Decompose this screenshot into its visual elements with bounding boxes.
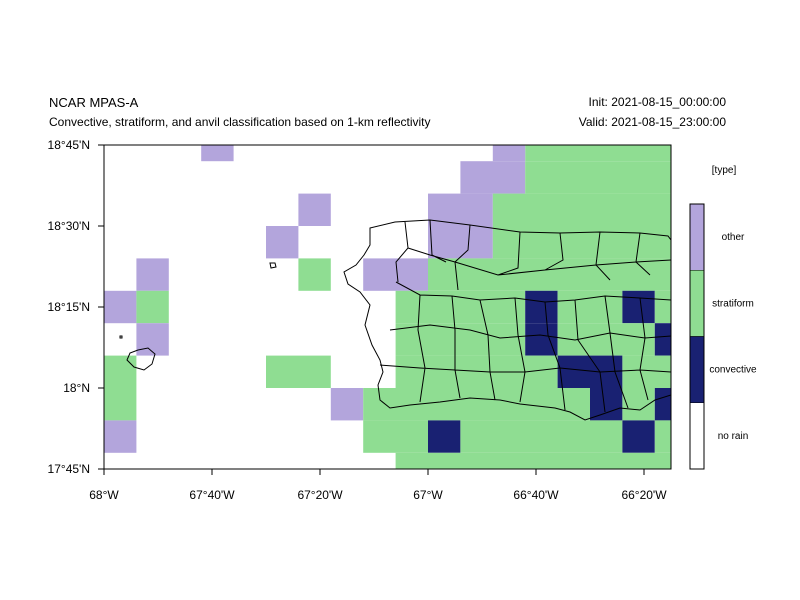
cell-other — [363, 258, 428, 291]
cell-convective — [590, 388, 623, 421]
x-tick-label: 68°W — [89, 488, 119, 502]
cell-stratiform — [363, 388, 590, 421]
cell-stratiform — [654, 290, 671, 324]
cell-convective — [525, 323, 558, 356]
map-subtitle: Convective, stratiform, and anvil classi… — [49, 115, 431, 129]
cell-other — [266, 226, 299, 259]
cell-other — [298, 193, 331, 226]
legend: [type] other stratiform convective no rain — [689, 165, 757, 470]
model-title: NCAR MPAS-A — [49, 95, 139, 110]
legend-swatch-other — [689, 203, 705, 271]
init-time: Init: 2021-08-15_00:00:00 — [588, 95, 726, 109]
islet-outline — [119, 335, 123, 339]
cell-convective — [622, 420, 655, 453]
cell-other — [460, 161, 526, 194]
cell-other — [104, 290, 137, 324]
cell-stratiform — [622, 388, 655, 421]
cell-stratiform — [492, 226, 671, 259]
cell-stratiform — [104, 355, 137, 388]
y-tick-label: 18°30'N — [48, 219, 90, 233]
x-tick-label: 67°20'W — [297, 488, 343, 502]
legend-swatch-no_rain — [689, 402, 705, 470]
y-tick-label: 18°15'N — [48, 300, 90, 314]
cell-other — [104, 420, 137, 453]
legend-label-no_rain: no rain — [718, 431, 749, 442]
cell-stratiform — [395, 323, 526, 356]
legend-label-other: other — [722, 232, 745, 243]
cell-convective — [622, 290, 655, 324]
cell-other — [428, 226, 493, 259]
cell-stratiform — [395, 452, 671, 469]
cell-stratiform — [525, 161, 671, 194]
cell-stratiform — [136, 290, 169, 324]
x-tick-label: 66°40'W — [513, 488, 559, 502]
cell-other — [492, 145, 526, 162]
x-tick-label: 67°40'W — [189, 488, 235, 502]
municipal-borders — [379, 219, 671, 413]
cell-other — [136, 323, 169, 356]
cell-stratiform — [104, 388, 137, 421]
cell-convective — [428, 420, 461, 453]
mona-island-outline — [126, 347, 156, 371]
x-tick-label: 66°20'W — [621, 488, 667, 502]
cell-stratiform — [266, 355, 331, 388]
cell-stratiform — [492, 193, 671, 226]
cell-stratiform — [525, 145, 671, 162]
y-tick-label: 18°45'N — [48, 138, 90, 152]
legend-label-stratiform: stratiform — [712, 298, 754, 309]
y-tick-label: 18°N — [63, 381, 90, 395]
cell-stratiform — [395, 355, 558, 388]
legend-swatch-convective — [689, 336, 705, 403]
cell-stratiform — [298, 258, 331, 291]
y-tick-label: 17°45'N — [48, 462, 90, 476]
cell-convective — [654, 323, 671, 356]
legend-title: [type] — [712, 165, 737, 176]
cell-other — [201, 145, 234, 162]
cell-stratiform — [428, 258, 671, 291]
coastlines-and-municipal-borders — [119, 219, 671, 421]
cell-other — [136, 258, 169, 291]
cell-stratiform — [654, 420, 671, 453]
legend-frame — [689, 203, 705, 470]
cell-stratiform — [557, 290, 623, 324]
cell-stratiform — [460, 420, 623, 453]
cell-stratiform — [395, 290, 526, 324]
cell-stratiform — [363, 420, 428, 453]
cell-convective — [654, 388, 671, 421]
cell-convective — [525, 290, 558, 324]
legend-swatch-stratiform — [689, 270, 705, 337]
cell-other — [330, 388, 364, 421]
puerto-rico-outline — [343, 219, 671, 421]
legend-label-convective: convective — [709, 365, 757, 376]
islet-outline — [269, 262, 277, 269]
x-tick-label: 67°W — [413, 488, 443, 502]
precipitation-grid — [104, 145, 671, 469]
x-axis: 68°W 67°40'W 67°20'W 67°W 66°40'W 66°20'W — [89, 469, 667, 502]
y-axis: 17°45'N 18°N 18°15'N 18°30'N 18°45'N — [48, 138, 104, 476]
valid-time: Valid: 2021-08-15_23:00:00 — [578, 115, 726, 129]
